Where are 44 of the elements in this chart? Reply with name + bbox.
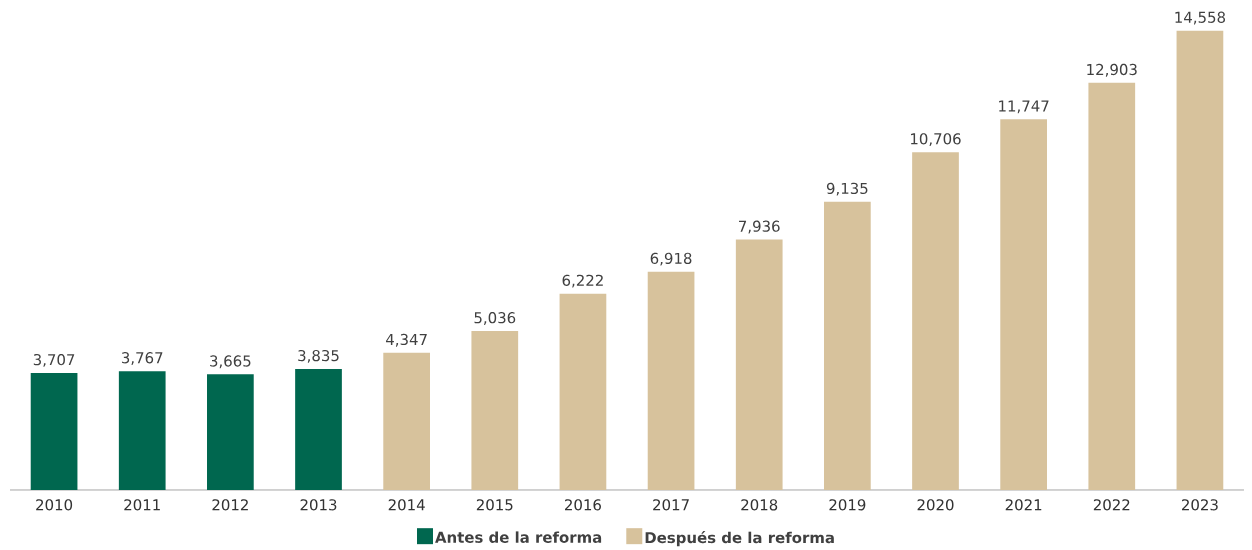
x-tick-label: 2018: [741, 499, 778, 511]
x-tick-label: 2022: [1093, 499, 1130, 511]
bar: [295, 368, 342, 490]
x-tick-label: 2016: [565, 499, 601, 511]
data-label: 3,767: [121, 352, 163, 365]
data-label: 3,835: [298, 349, 339, 363]
bar: [1000, 119, 1047, 490]
bar: [30, 373, 78, 490]
x-tick-label: 2020: [917, 499, 954, 511]
bar: [647, 271, 695, 490]
x-tick-label: 2013: [300, 499, 337, 511]
data-label: 14,558: [1175, 11, 1226, 25]
bar: [1088, 82, 1136, 490]
legend-label: Después de la reforma: [645, 531, 834, 547]
x-tick-label: 2010: [36, 499, 73, 511]
x-tick-label: 2015: [476, 499, 513, 511]
bar: [735, 239, 783, 490]
x-tick-label: 2012: [212, 499, 248, 511]
data-label: 6,222: [562, 274, 603, 288]
x-tick-label: 2017: [653, 499, 689, 511]
data-label: 12,903: [1087, 63, 1137, 77]
data-label: 6,918: [650, 252, 692, 266]
x-tick-label: 2021: [1005, 499, 1042, 511]
bar: [824, 201, 871, 490]
data-label: 11,747: [999, 100, 1049, 114]
x-tick-label: 2011: [124, 499, 160, 511]
data-label: 4,347: [385, 333, 427, 347]
bar: [207, 374, 254, 490]
data-label: 3,665: [210, 355, 251, 369]
legend-label: Antes de la reforma: [435, 531, 602, 543]
data-label: 5,036: [474, 312, 516, 325]
bar: [383, 352, 431, 490]
data-label: 3,707: [33, 353, 75, 367]
data-label: 7,936: [739, 220, 780, 234]
data-label: 9,135: [826, 182, 868, 196]
data-label: 10,706: [910, 133, 961, 146]
x-tick-label: 2023: [1182, 499, 1218, 511]
bar: [471, 331, 519, 490]
bar: [912, 152, 959, 490]
x-tick-label: 2014: [388, 499, 425, 511]
x-tick-label: 2019: [829, 499, 866, 511]
bar: [1176, 30, 1224, 490]
bar: [118, 371, 166, 490]
bar: [559, 293, 607, 490]
